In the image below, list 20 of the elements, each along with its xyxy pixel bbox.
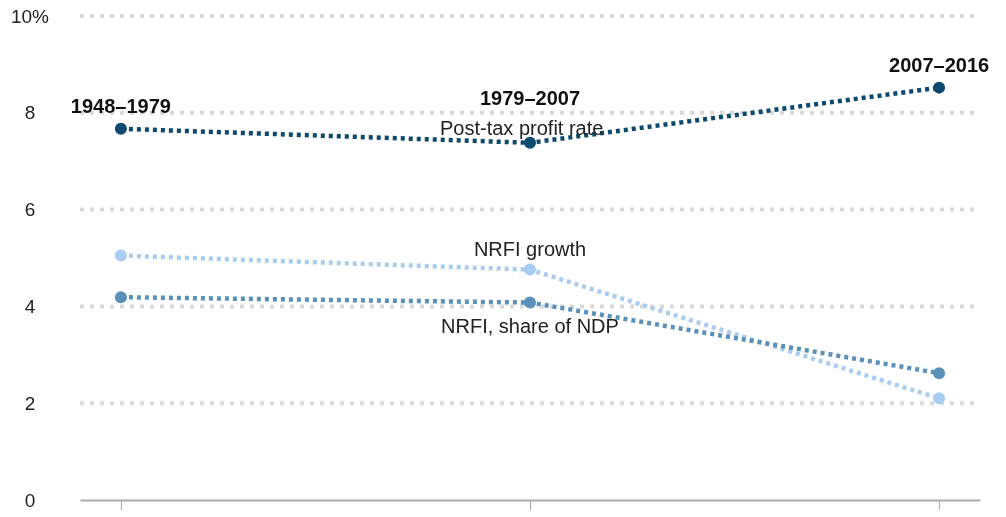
point (933, 367, 946, 380)
series-label: Post-tax profit rate (440, 116, 604, 139)
series-label: NRFI growth (473, 237, 587, 260)
y-tick-label: 6 (24, 199, 36, 221)
point (114, 249, 127, 262)
y-tick-label: 10% (10, 5, 50, 27)
point (524, 296, 536, 309)
y-tick-label: 4 (24, 295, 36, 317)
point (114, 291, 127, 304)
y-tick-label: 8 (24, 102, 36, 124)
x-tick-label: 1948–1979 (70, 94, 171, 117)
x-tick-label: 1979–2007 (479, 86, 581, 109)
point (933, 81, 946, 94)
point (114, 122, 127, 135)
point (933, 392, 946, 405)
y-tick-label: 2 (24, 392, 36, 414)
y-tick-label: 0 (24, 489, 36, 511)
x-tick-label: 2007–2016 (889, 53, 990, 76)
series-label: NRFI, share of NDP (441, 314, 619, 337)
point (524, 263, 536, 276)
